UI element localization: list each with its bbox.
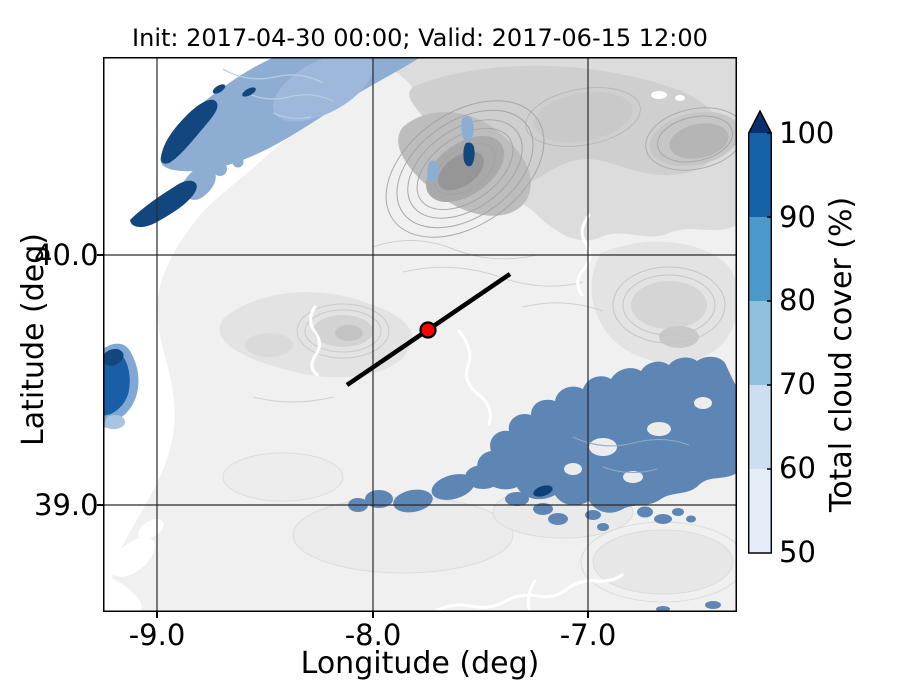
cloud-band-northwest (160, 52, 421, 172)
y-tick-label: 40.0 (34, 238, 99, 272)
cloud-band-offshore-small (130, 156, 244, 228)
grid-lines (103, 57, 737, 612)
map-plot-area (103, 52, 746, 615)
cluster-holes (564, 397, 712, 483)
x-tick-mark (156, 612, 158, 618)
colorbar-tick-label: 70 (779, 367, 816, 401)
colorbar-tick-marks (767, 132, 772, 470)
colorbar-outline (748, 109, 772, 554)
river-lines (309, 213, 624, 615)
y-tick-mark (97, 504, 103, 506)
x-tick-label: -8.0 (344, 618, 402, 652)
colorbar-label: Total cloud cover (%) (824, 196, 859, 512)
x-tick-mark (372, 612, 374, 618)
colorbar-segment (748, 301, 772, 385)
cloud-cluster-southeast (348, 356, 742, 612)
terrain-east-hills (591, 241, 740, 363)
terrain-north-mountains (365, 57, 745, 241)
cloud-cover-map (103, 52, 746, 615)
colorbar-tick-label: 90 (779, 200, 816, 234)
axes-border (103, 57, 737, 612)
cloud-patch-west-coast (103, 343, 139, 430)
x-tick-label: -9.0 (128, 618, 186, 652)
colorbar-tick-label: 50 (779, 535, 816, 569)
y-tick-label: 39.0 (34, 488, 99, 522)
cloud-slivers-mountain (427, 116, 475, 183)
station-marker (419, 321, 437, 339)
x-axis-label: Longitude (deg) (300, 646, 540, 681)
colorbar-segment (748, 133, 772, 217)
colorbar-segment (748, 217, 772, 301)
cluster-terrain-contours (572, 436, 690, 473)
y-tick-mark (97, 254, 103, 256)
colorbar-tick-label: 100 (779, 116, 835, 150)
colorbar-segment (748, 385, 772, 469)
colorbar-svg (748, 109, 772, 554)
x-tick-label: -7.0 (559, 618, 617, 652)
colorbar-extend-arrow (748, 110, 772, 133)
colorbar (748, 109, 772, 554)
colorbar-tick-label: 60 (779, 451, 816, 485)
x-tick-mark (587, 612, 589, 618)
plot-title: Init: 2017-04-30 00:00; Valid: 2017-06-1… (132, 24, 708, 52)
colorbar-segment (748, 469, 772, 552)
colorbar-tick-label: 80 (779, 283, 816, 317)
